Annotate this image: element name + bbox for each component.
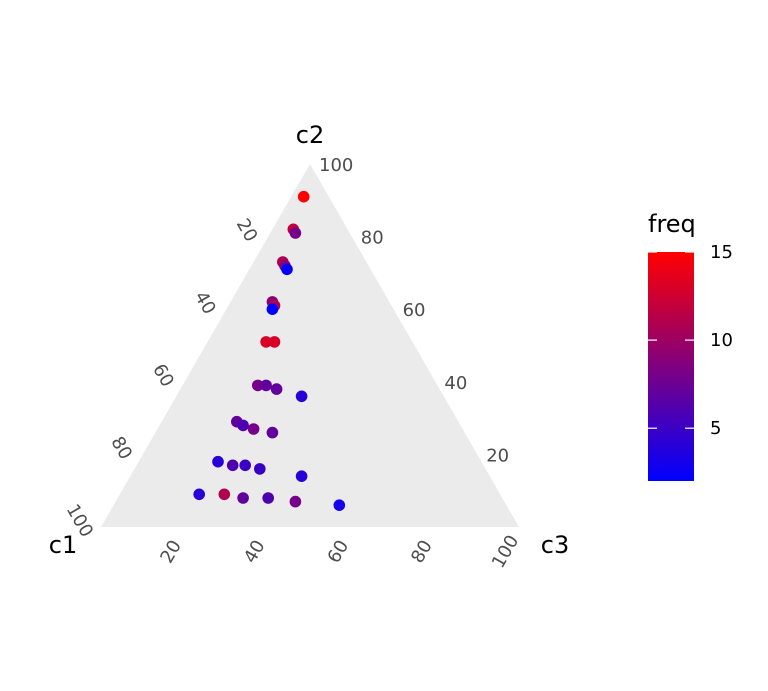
c2-tick-label: 20 xyxy=(486,445,509,466)
data-point xyxy=(247,423,260,435)
legend: freq 5 10 15 xyxy=(648,210,733,481)
data-point xyxy=(289,227,302,239)
data-point xyxy=(295,470,308,483)
c2-tick-label: 60 xyxy=(403,300,426,321)
data-point xyxy=(251,379,264,392)
c3-tick-label: 20 xyxy=(156,537,186,567)
legend-ticks: 5 10 15 xyxy=(648,242,733,439)
data-point xyxy=(266,303,279,316)
c1-tick-label: 80 xyxy=(106,433,136,463)
c2-tick-label: 80 xyxy=(361,228,384,249)
data-point xyxy=(289,495,302,508)
c3-tick-label: 80 xyxy=(407,537,437,567)
data-point xyxy=(237,492,249,504)
data-point xyxy=(218,488,231,501)
c3-tick-label: 60 xyxy=(324,537,354,567)
ternary-plot-area xyxy=(101,164,519,527)
data-point xyxy=(295,390,308,403)
data-point xyxy=(266,426,279,439)
legend-title: freq xyxy=(648,210,696,238)
data-point xyxy=(239,459,251,472)
vertex-label-c1: c1 xyxy=(49,531,77,559)
data-point xyxy=(262,492,275,504)
data-point xyxy=(260,336,272,348)
data-point xyxy=(270,383,283,395)
data-point xyxy=(333,499,346,512)
data-point xyxy=(268,336,281,348)
data-point xyxy=(281,263,293,276)
legend-tick-label: 5 xyxy=(710,418,721,439)
data-point xyxy=(237,419,249,432)
c1-tick-label: 60 xyxy=(148,360,178,390)
c1-tick-label: 40 xyxy=(190,288,220,318)
legend-colorbar xyxy=(648,252,694,481)
data-point xyxy=(260,379,272,392)
data-point xyxy=(226,459,239,472)
points-layer xyxy=(193,190,346,512)
c2-tick-label: 100 xyxy=(319,155,353,176)
vertex-label-c2: c2 xyxy=(296,121,324,149)
c1-tick-label: 20 xyxy=(232,215,262,245)
legend-tick-label: 15 xyxy=(710,242,733,263)
vertex-label-c3: c3 xyxy=(541,531,569,559)
data-point xyxy=(253,463,266,475)
c2-tick-label: 40 xyxy=(444,373,467,394)
data-point xyxy=(193,488,205,501)
c3-tick-label: 40 xyxy=(240,537,270,567)
legend-tick-label: 10 xyxy=(710,330,733,351)
c3-tick-label: 100 xyxy=(488,532,523,572)
data-point xyxy=(297,190,310,203)
data-point xyxy=(212,455,224,468)
